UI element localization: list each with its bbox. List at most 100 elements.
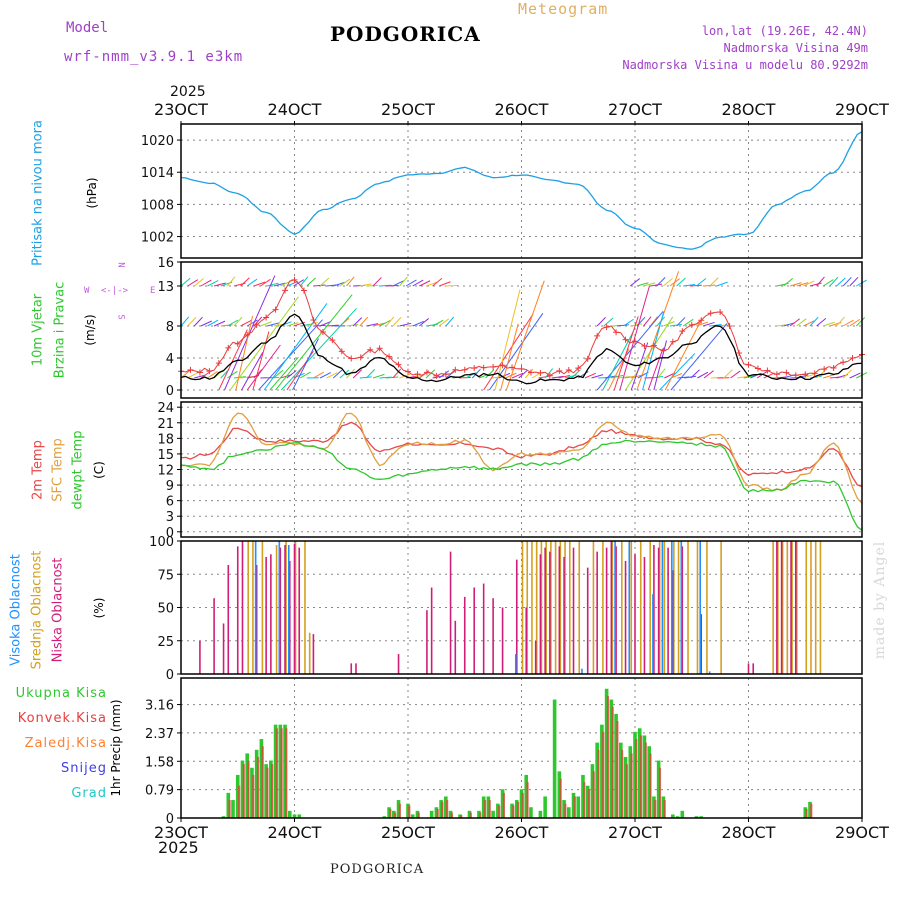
wind-arrow bbox=[623, 318, 634, 327]
wind-arrow bbox=[425, 281, 438, 287]
wind-arrow bbox=[643, 316, 652, 327]
precip-total-bar bbox=[439, 800, 443, 818]
time-tick-bottom: 27OCT bbox=[608, 823, 662, 842]
wind-gust-marker bbox=[490, 363, 497, 370]
precip-total-bar bbox=[623, 756, 628, 818]
wind-arrow bbox=[803, 320, 815, 327]
wind-gust-marker bbox=[669, 338, 676, 345]
precip-total-bar bbox=[231, 800, 235, 818]
precip-total-bar bbox=[259, 739, 264, 818]
wind-arrow bbox=[372, 322, 385, 327]
wind-arrow bbox=[366, 369, 376, 379]
wind-arrow bbox=[789, 282, 802, 287]
wind-gust-marker bbox=[707, 310, 714, 317]
wind-arrow bbox=[386, 376, 399, 379]
wind-arrow bbox=[406, 324, 419, 327]
wind-arrow bbox=[657, 368, 666, 379]
y-tick-label: 6 bbox=[166, 495, 174, 510]
precip-total-bar bbox=[245, 753, 250, 818]
wind-arrow bbox=[392, 368, 402, 379]
wind-arrow bbox=[696, 278, 707, 287]
wind-arrow bbox=[676, 317, 686, 327]
precip-total-bar bbox=[283, 724, 287, 818]
precip-total-bar bbox=[642, 735, 647, 818]
time-tick-top: 24OCT bbox=[268, 100, 322, 119]
wind-arrow bbox=[227, 319, 239, 327]
precip-conv-bar bbox=[573, 796, 576, 818]
precip-total-bar bbox=[410, 814, 415, 818]
wind-arrow bbox=[551, 375, 564, 379]
wind-arrow bbox=[326, 372, 338, 379]
precip-total-bar bbox=[694, 816, 699, 818]
precip-conv-bar bbox=[810, 803, 813, 818]
wind-gust-marker bbox=[698, 317, 705, 324]
time-tick-bottom: 26OCT bbox=[495, 823, 549, 842]
t2m-line bbox=[180, 421, 863, 488]
wind-arrow bbox=[359, 376, 372, 379]
wind-arrow bbox=[524, 368, 534, 379]
wind-gust-line bbox=[180, 279, 863, 377]
y-tick-label: 3.16 bbox=[145, 699, 174, 714]
precip-conv-bar bbox=[611, 706, 614, 818]
wind-arrow bbox=[286, 370, 297, 379]
wind-arrow bbox=[683, 283, 696, 287]
wind-arrow bbox=[596, 317, 606, 327]
wind-arrow bbox=[763, 372, 775, 379]
wind-gust-marker bbox=[622, 336, 629, 343]
precip-conv-bar bbox=[441, 801, 444, 818]
precip-conv-bar bbox=[498, 805, 501, 818]
y-tick-label: 3 bbox=[166, 510, 174, 525]
year-bottom: 2025 bbox=[158, 838, 199, 857]
wind-arrow bbox=[629, 278, 641, 287]
wind-arrow bbox=[392, 280, 404, 287]
wind-arrow bbox=[260, 278, 271, 287]
wind-arrow bbox=[187, 317, 197, 327]
wind-arrow bbox=[339, 278, 351, 287]
wind-arrow bbox=[253, 316, 263, 327]
precip-total-bar bbox=[557, 771, 562, 818]
wind-arrow bbox=[419, 280, 431, 287]
wind-arrow bbox=[689, 284, 702, 287]
model-elevation-label: Nadmorska Visina u modelu 80.9292m bbox=[622, 58, 868, 72]
time-tick-top: 27OCT bbox=[608, 100, 662, 119]
precip-conv-bar bbox=[389, 809, 392, 818]
wind-arrow bbox=[636, 282, 649, 287]
wind-arrow bbox=[258, 319, 323, 391]
wind-gust-marker bbox=[613, 329, 620, 336]
wind-arrow bbox=[842, 319, 854, 327]
wind-arrow bbox=[659, 353, 696, 391]
wind-arrow bbox=[558, 374, 571, 379]
wind-arrow bbox=[213, 320, 226, 327]
precip-total-bar bbox=[510, 803, 514, 818]
wind-gust-marker bbox=[329, 337, 336, 344]
wind-arrow bbox=[591, 374, 604, 379]
wind-arrow bbox=[730, 370, 741, 379]
precip-total-bar bbox=[680, 810, 685, 818]
wind-arrow bbox=[656, 277, 666, 287]
precip-total-bar bbox=[637, 728, 642, 818]
legend-hail: Grad bbox=[71, 786, 107, 801]
wind-gust-marker bbox=[461, 366, 468, 373]
precip-conv-bar bbox=[256, 756, 260, 818]
wind-arrow bbox=[584, 372, 597, 379]
compass-arrows: <-|-> bbox=[101, 286, 129, 296]
wind-gust-marker bbox=[650, 342, 657, 349]
precip-total-bar bbox=[250, 767, 254, 818]
precip-conv-bar bbox=[261, 746, 264, 818]
cloud-unit: (%) bbox=[92, 597, 106, 619]
y-tick-label: 50 bbox=[157, 602, 174, 617]
wind-gust-marker bbox=[376, 345, 383, 352]
wind-arrow bbox=[630, 342, 649, 391]
wind-sublabel: Brzina i Pravac bbox=[52, 281, 68, 379]
wind-arrow bbox=[352, 369, 363, 379]
temp-unit: (C) bbox=[92, 461, 106, 479]
wind-arrow bbox=[518, 369, 528, 379]
wind-arrow bbox=[187, 279, 199, 287]
wind-arrow bbox=[319, 372, 331, 379]
wind-arrow bbox=[511, 372, 524, 379]
wind-arrow bbox=[326, 324, 339, 327]
wind-arrow bbox=[241, 351, 264, 391]
y-tick-label: 0 bbox=[166, 384, 174, 399]
wind-arrow bbox=[602, 330, 635, 391]
